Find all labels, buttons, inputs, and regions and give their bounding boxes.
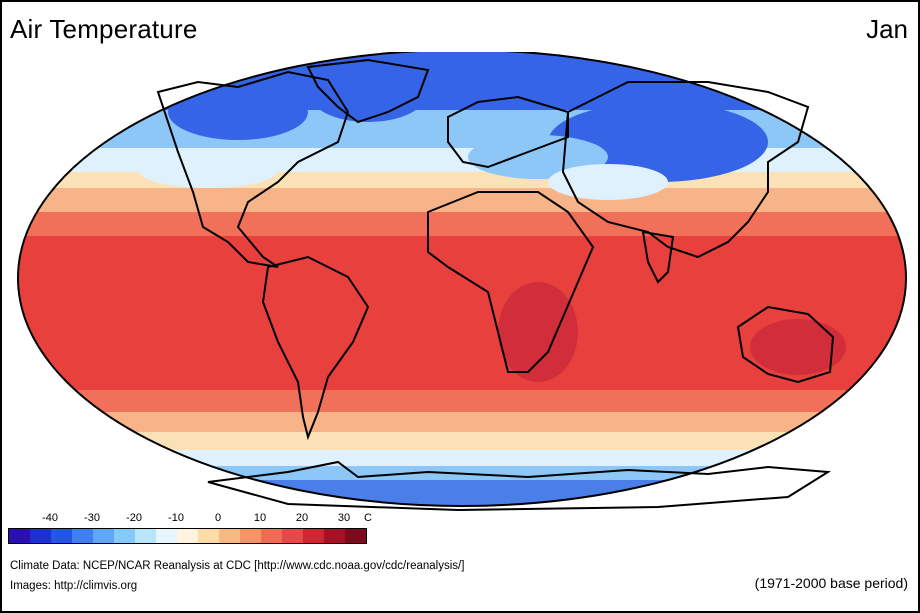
warm-band-north [18,212,906,236]
base-period: (1971-2000 base period) [754,575,908,591]
legend-swatch [261,529,282,543]
data-credit: Climate Data: NCEP/NCAR Reanalysis at CD… [10,560,465,572]
month-label: Jan [866,14,908,44]
color-legend: -40 -30 -20 -10 0 10 20 30 C [8,512,378,546]
legend-tick-labels: -40 -30 -20 -10 0 10 20 30 C [8,512,378,528]
legend-swatch [177,529,198,543]
asia-outline [561,81,810,259]
europe-outline [447,95,569,169]
legend-tick-label: -30 [84,512,100,524]
coastlines [156,58,835,512]
australia-hot [750,319,846,375]
antarctic-band [18,480,906,506]
subarctic-band [18,110,906,150]
arctic-band [18,52,906,112]
legend-swatch [282,529,303,543]
legend-swatch [51,529,72,543]
legend-tick-label: 30 [337,512,351,524]
legend-tick-label: -10 [168,512,184,524]
legend-color-bar [8,528,367,544]
legend-tick-label: 10 [253,512,267,524]
india-outline [641,230,675,284]
legend-swatch [219,529,240,543]
legend-swatch [198,529,219,543]
north-america-cold [138,152,278,188]
legend-swatch [156,529,177,543]
legend-tick-label: -40 [42,512,58,524]
legend-unit-label: C [364,512,372,524]
legend-tick-label: 0 [214,512,222,524]
legend-swatch [72,529,93,543]
image-credit: Images: http://climvis.org [10,580,138,592]
legend-swatch [345,529,366,543]
warm-band-south [18,390,906,414]
legend-swatch [30,529,51,543]
cold-band-south [18,450,906,468]
north-america-outline [156,70,350,268]
mild-band-south [18,412,906,434]
greenland-outline [306,58,430,124]
legend-tick-label: 20 [295,512,309,524]
legend-swatch [240,529,261,543]
legend-swatch [303,529,324,543]
globe-outline [17,52,907,507]
mild-band [18,188,906,214]
legend-swatch [114,529,135,543]
cool-band-south [18,432,906,452]
map-title: Air Temperature [10,14,198,44]
africa-hot [498,282,578,382]
australia-outline [736,305,835,384]
africa-outline [427,191,595,373]
central-asia-cold [548,164,668,200]
world-map [8,52,916,512]
south-america-outline [261,255,370,441]
temperature-map-svg [17,52,907,512]
legend-tick-label: -20 [126,512,142,524]
canada-cold [168,84,308,140]
greenland-cold [308,62,428,122]
legend-swatch [93,529,114,543]
antarctica-outline [207,460,832,512]
legend-swatch [9,529,30,543]
legend-swatch [324,529,345,543]
legend-swatch [135,529,156,543]
